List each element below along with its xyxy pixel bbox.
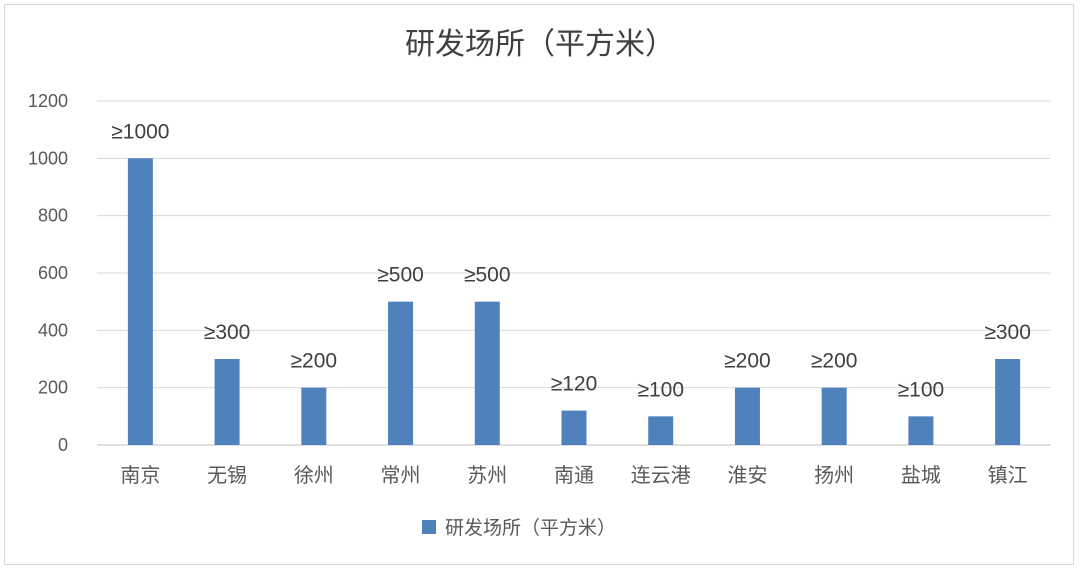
bar bbox=[214, 359, 240, 445]
y-tick-label: 1200 bbox=[28, 91, 68, 111]
category-label: 常州 bbox=[381, 463, 421, 487]
data-label: ≥200 bbox=[724, 350, 771, 373]
y-tick-label: 600 bbox=[38, 263, 68, 283]
bar bbox=[995, 359, 1021, 445]
y-tick-label: 1000 bbox=[28, 148, 68, 168]
category-label: 镇江 bbox=[988, 463, 1028, 487]
y-tick-label: 0 bbox=[58, 435, 68, 455]
data-label: ≥500 bbox=[464, 264, 511, 287]
bar bbox=[127, 158, 153, 446]
bars bbox=[127, 158, 1021, 446]
category-label: 盐城 bbox=[901, 463, 941, 487]
category-label: 淮安 bbox=[727, 463, 767, 487]
bar bbox=[301, 387, 327, 445]
legend: 研发场所（平方米） bbox=[422, 517, 616, 539]
gridlines bbox=[97, 100, 1051, 446]
category-label: 无锡 bbox=[207, 463, 247, 487]
bar bbox=[474, 301, 500, 445]
category-label: 苏州 bbox=[467, 463, 507, 487]
data-label: ≥500 bbox=[377, 264, 424, 287]
bar bbox=[561, 410, 587, 445]
category-label: 南京 bbox=[120, 463, 160, 487]
category-label: 连云港 bbox=[631, 463, 691, 487]
y-axis-ticks: 0 200 400 600 800 1000 1200 bbox=[28, 91, 68, 455]
chart-frame bbox=[4, 4, 1074, 565]
category-label: 扬州 bbox=[814, 463, 854, 487]
category-label: 徐州 bbox=[294, 463, 334, 487]
data-label: ≥120 bbox=[551, 373, 598, 396]
y-tick-label: 800 bbox=[38, 206, 68, 226]
data-label: ≥200 bbox=[811, 350, 858, 373]
x-axis-categories: 南京 无锡 徐州 常州 苏州 南通 连云港 淮安 扬州 盐城 镇江 bbox=[120, 463, 1027, 487]
data-label: ≥1000 bbox=[111, 120, 169, 143]
category-label: 南通 bbox=[554, 463, 594, 487]
legend-swatch bbox=[422, 520, 436, 534]
data-label: ≥100 bbox=[898, 378, 945, 401]
bar bbox=[821, 387, 847, 445]
data-label: ≥300 bbox=[984, 321, 1031, 344]
data-label: ≥300 bbox=[204, 321, 251, 344]
legend-label: 研发场所（平方米） bbox=[445, 517, 616, 539]
data-label: ≥200 bbox=[291, 350, 338, 373]
bar bbox=[734, 387, 760, 445]
y-tick-label: 400 bbox=[38, 320, 68, 340]
data-label: ≥100 bbox=[637, 378, 684, 401]
bar bbox=[648, 416, 674, 445]
bar bbox=[908, 416, 934, 445]
data-labels: ≥1000 ≥300 ≥200 ≥500 ≥500 ≥120 ≥100 ≥200 ≥200 ≥10… bbox=[111, 120, 1031, 401]
y-tick-label: 200 bbox=[38, 378, 68, 398]
chart-title: 研发场所（平方米） bbox=[405, 27, 675, 62]
bar bbox=[388, 301, 414, 445]
